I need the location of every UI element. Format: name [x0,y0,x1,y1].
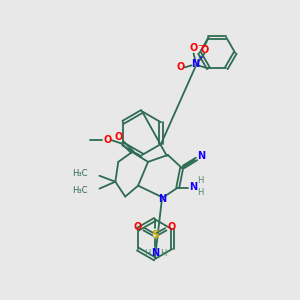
Text: O: O [103,135,112,145]
Text: O: O [200,45,208,55]
Text: N: N [191,59,200,69]
Text: O: O [177,62,185,72]
Text: H₃C: H₃C [72,169,88,178]
Text: H: H [197,188,204,197]
Text: −: − [197,41,204,50]
Text: O: O [168,222,176,232]
Text: H: H [144,248,150,257]
Text: N: N [158,194,166,203]
Text: O: O [114,132,122,142]
Text: O: O [134,222,142,232]
Text: H: H [160,248,166,257]
Text: H₃C: H₃C [72,186,88,195]
Text: H: H [197,176,204,185]
Text: S: S [151,230,159,240]
Text: N: N [197,151,206,161]
Text: N: N [151,248,159,258]
Text: N: N [190,182,198,192]
Text: +: + [198,56,203,62]
Text: O: O [190,43,198,52]
